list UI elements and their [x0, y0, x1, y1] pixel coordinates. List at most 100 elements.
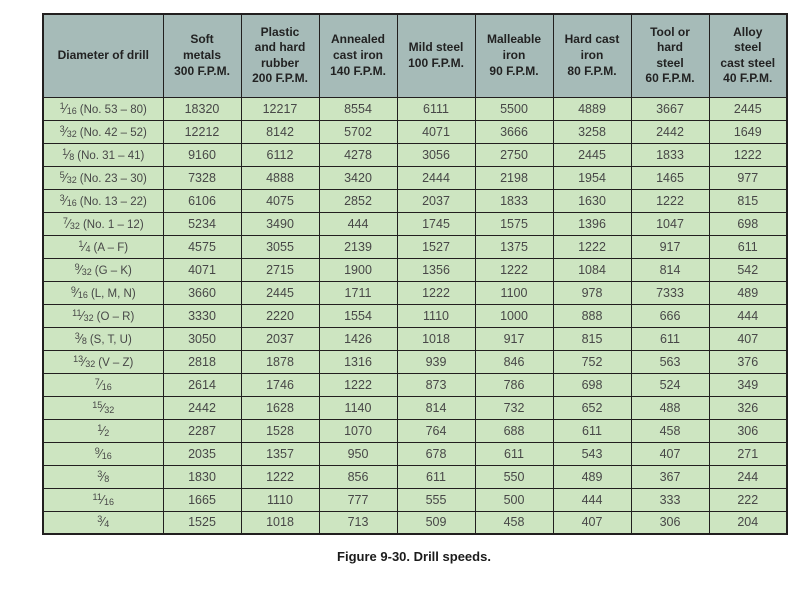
drill-size-range: (L, M, N): [90, 287, 136, 300]
speed-value-cell: 1110: [396, 303, 476, 328]
header-row: Diameter of drill Soft metals 300 F.P.M. P…: [42, 13, 788, 98]
table-row: 9⁄32 (G – K) 4071 2715 1900 1356 1222 1084 814 54…: [42, 257, 788, 282]
speed-value-cell: 407: [708, 326, 788, 351]
drill-size-range: (No. 1 – 12): [82, 218, 144, 231]
speed-value-cell: 444: [552, 487, 632, 512]
speed-value-cell: 2444: [396, 165, 476, 190]
speed-value-cell: 2715: [240, 257, 320, 282]
speed-value-cell: 458: [630, 418, 710, 443]
speed-value-cell: 6111: [396, 96, 476, 121]
speed-value-cell: 698: [552, 372, 632, 397]
speed-value-cell: 7333: [630, 280, 710, 305]
speed-value-cell: 3420: [318, 165, 398, 190]
speed-value-cell: 5702: [318, 119, 398, 144]
diameter-fraction: 3⁄4: [97, 514, 110, 530]
speed-value-cell: 1222: [240, 464, 320, 489]
speed-value-cell: 752: [552, 349, 632, 374]
speed-value-cell: 1140: [318, 395, 398, 420]
speed-value-cell: 611: [630, 326, 710, 351]
diameter-cell: 9⁄32 (G – K): [42, 257, 164, 282]
speed-value-cell: 4575: [162, 234, 242, 259]
speed-value-cell: 611: [396, 464, 476, 489]
speed-value-cell: 814: [630, 257, 710, 282]
speed-value-cell: 500: [474, 487, 554, 512]
diameter-fraction: 1⁄16: [59, 100, 77, 116]
drill-size-range: (V – Z): [98, 356, 134, 369]
diameter-fraction: 3⁄32: [59, 123, 77, 139]
speed-value-cell: 524: [630, 372, 710, 397]
speed-value-cell: 8554: [318, 96, 398, 121]
speed-value-cell: 611: [708, 234, 788, 259]
diameter-cell: 9⁄16 (L, M, N): [42, 280, 164, 305]
speed-value-cell: 1528: [240, 418, 320, 443]
speed-value-cell: 1746: [240, 372, 320, 397]
speed-value-cell: 458: [474, 510, 554, 535]
diameter-cell: 11⁄32 (O – R): [42, 303, 164, 328]
diameter-fraction: 3⁄8: [74, 330, 87, 346]
diameter-fraction: 3⁄16: [59, 192, 77, 208]
speed-value-cell: 4071: [396, 119, 476, 144]
speed-value-cell: 2442: [162, 395, 242, 420]
speed-value-cell: 333: [630, 487, 710, 512]
speed-value-cell: 550: [474, 464, 554, 489]
speed-value-cell: 204: [708, 510, 788, 535]
speed-value-cell: 407: [630, 441, 710, 466]
diameter-fraction: 13⁄32: [73, 353, 96, 369]
table-row: 7⁄32 (No. 1 – 12) 5234 3490 444 1745 1575 1396 1…: [42, 211, 788, 236]
table-row: 1⁄2 2287 1528 1070 764 688 611 458 306: [42, 418, 788, 443]
speed-value-cell: 2445: [240, 280, 320, 305]
speed-value-cell: 4071: [162, 257, 242, 282]
column-header-alloy-steel-cast-steel: Alloy steel cast steel 40 F.P.M.: [708, 13, 788, 98]
speed-value-cell: 1375: [474, 234, 554, 259]
table-row: 1⁄16 (No. 53 – 80) 18320 12217 8554 6111 5500 4…: [42, 96, 788, 121]
diameter-cell: 3⁄8: [42, 464, 164, 489]
diameter-cell: 11⁄16: [42, 487, 164, 512]
speed-value-cell: 1630: [552, 188, 632, 213]
speed-value-cell: 2442: [630, 119, 710, 144]
diameter-cell: 3⁄4: [42, 510, 164, 535]
speed-value-cell: 814: [396, 395, 476, 420]
speed-value-cell: 488: [630, 395, 710, 420]
speed-value-cell: 939: [396, 349, 476, 374]
speed-value-cell: 1525: [162, 510, 242, 535]
speed-value-cell: 8142: [240, 119, 320, 144]
speed-value-cell: 222: [708, 487, 788, 512]
column-header-hard-cast-iron: Hard cast iron 80 F.P.M.: [552, 13, 632, 98]
speed-value-cell: 12217: [240, 96, 320, 121]
speed-value-cell: 367: [630, 464, 710, 489]
speed-value-cell: 2614: [162, 372, 242, 397]
table-row: 5⁄32 (No. 23 – 30) 7328 4888 3420 2444 2198 195…: [42, 165, 788, 190]
speed-value-cell: 542: [708, 257, 788, 282]
table-row: 1⁄4 (A – F) 4575 3055 2139 1527 1375 1222 917 611: [42, 234, 788, 259]
diameter-fraction: 3⁄8: [97, 468, 110, 484]
diameter-fraction: 1⁄2: [97, 422, 110, 438]
table-row: 9⁄16 2035 1357 950 678 611 543 407 271: [42, 441, 788, 466]
speed-value-cell: 1222: [318, 372, 398, 397]
speed-value-cell: 713: [318, 510, 398, 535]
speed-value-cell: 1356: [396, 257, 476, 282]
speed-value-cell: 1628: [240, 395, 320, 420]
diameter-fraction: 1⁄4: [78, 238, 91, 254]
diameter-cell: 1⁄8 (No. 31 – 41): [42, 142, 164, 167]
speed-value-cell: 1018: [240, 510, 320, 535]
speed-value-cell: 3667: [630, 96, 710, 121]
speed-value-cell: 652: [552, 395, 632, 420]
speed-value-cell: 1110: [240, 487, 320, 512]
speed-value-cell: 3660: [162, 280, 242, 305]
column-header-mild-steel: Mild steel 100 F.P.M.: [396, 13, 476, 98]
diameter-fraction: 5⁄32: [59, 169, 77, 185]
speed-value-cell: 786: [474, 372, 554, 397]
speed-value-cell: 888: [552, 303, 632, 328]
table-row: 3⁄32 (No. 42 – 52) 12212 8142 5702 4071 3666 32…: [42, 119, 788, 144]
speed-value-cell: 407: [552, 510, 632, 535]
speed-value-cell: 12212: [162, 119, 242, 144]
speed-value-cell: 678: [396, 441, 476, 466]
diameter-fraction: 7⁄16: [94, 376, 112, 392]
speed-value-cell: 1833: [630, 142, 710, 167]
speed-value-cell: 3666: [474, 119, 554, 144]
speed-value-cell: 978: [552, 280, 632, 305]
speed-value-cell: 376: [708, 349, 788, 374]
speed-value-cell: 1222: [474, 257, 554, 282]
table-row: 9⁄16 (L, M, N) 3660 2445 1711 1222 1100 978 7333…: [42, 280, 788, 305]
